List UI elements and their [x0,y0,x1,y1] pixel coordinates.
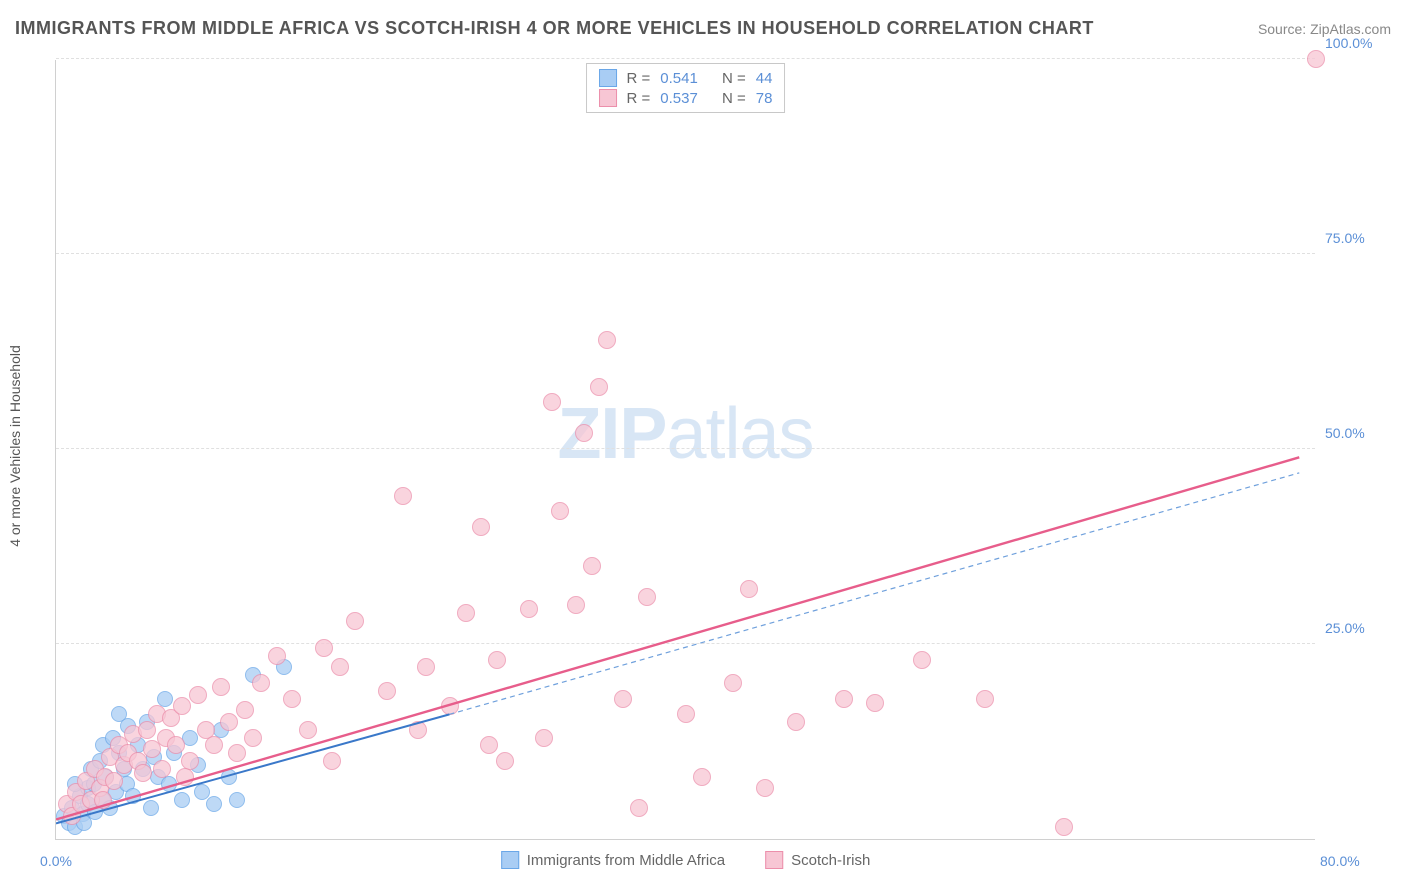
scatter-point [212,678,230,696]
x-tick-label: 0.0% [40,853,72,869]
y-tick-label: 75.0% [1325,230,1385,246]
scatter-point [756,779,774,797]
legend-swatch-icon [599,89,617,107]
scatter-point [252,674,270,692]
scatter-point [229,792,245,808]
gridline [56,448,1315,449]
scatter-point [409,721,427,739]
scatter-point [472,518,490,536]
scatter-point [787,713,805,731]
scatter-point [520,600,538,618]
scatter-point [598,331,616,349]
scatter-point [157,691,173,707]
scatter-point [496,752,514,770]
scatter-point [480,736,498,754]
stats-row: R = 0.537 N = 78 [599,88,773,108]
scatter-point [638,588,656,606]
scatter-point [331,658,349,676]
page-title: IMMIGRANTS FROM MIDDLE AFRICA VS SCOTCH-… [15,18,1094,39]
scatter-point [677,705,695,723]
scatter-point [394,487,412,505]
scatter-point [378,682,396,700]
scatter-point [866,694,884,712]
scatter-point [174,792,190,808]
x-tick-label: 80.0% [1320,853,1375,869]
trend-line [449,473,1299,714]
scatter-point [575,424,593,442]
scatter-point [913,651,931,669]
scatter-point [976,690,994,708]
scatter-point [724,674,742,692]
scatter-point [138,721,156,739]
scatter-point [535,729,553,747]
scatter-point [590,378,608,396]
scatter-point [105,772,123,790]
scatter-point [835,690,853,708]
scatter-point [441,697,459,715]
legend-item: Immigrants from Middle Africa [501,851,725,869]
y-tick-label: 100.0% [1325,35,1385,51]
scatter-point [173,697,191,715]
scatter-point [228,744,246,762]
scatter-point [125,788,141,804]
gridline [56,643,1315,644]
scatter-point [1055,818,1073,836]
scatter-point [583,557,601,575]
scatter-point [693,768,711,786]
scatter-point [614,690,632,708]
stats-legend: R = 0.541 N = 44 R = 0.537 N = 78 [586,63,786,113]
series-legend: Immigrants from Middle Africa Scotch-Iri… [501,851,871,869]
y-tick-label: 50.0% [1325,425,1385,441]
scatter-point [567,596,585,614]
scatter-point [551,502,569,520]
scatter-point [740,580,758,598]
scatter-point [323,752,341,770]
legend-swatch-icon [599,69,617,87]
legend-swatch-icon [501,851,519,869]
watermark: ZIPatlas [557,393,813,475]
scatter-point [543,393,561,411]
scatter-point [94,791,112,809]
gridline [56,253,1315,254]
y-tick-label: 25.0% [1325,620,1385,636]
scatter-point [205,736,223,754]
scatter-point [143,800,159,816]
scatter-point [189,686,207,704]
scatter-point [220,713,238,731]
scatter-point [236,701,254,719]
scatter-point [268,647,286,665]
scatter-point [417,658,435,676]
scatter-point [630,799,648,817]
scatter-point [153,760,171,778]
gridline [56,58,1315,59]
stats-row: R = 0.541 N = 44 [599,68,773,88]
scatter-point [1307,50,1325,68]
scatter-point [488,651,506,669]
scatter-chart: ZIPatlas 25.0%50.0%75.0%100.0% R = 0.541… [55,60,1315,840]
scatter-point [134,764,152,782]
scatter-point [283,690,301,708]
trend-line [56,457,1299,819]
scatter-point [167,736,185,754]
legend-item: Scotch-Irish [765,851,870,869]
scatter-point [346,612,364,630]
legend-swatch-icon [765,851,783,869]
scatter-point [161,776,177,792]
scatter-point [457,604,475,622]
scatter-point [315,639,333,657]
scatter-point [299,721,317,739]
scatter-point [206,796,222,812]
scatter-point [244,729,262,747]
scatter-point [176,768,194,786]
scatter-point [221,769,237,785]
